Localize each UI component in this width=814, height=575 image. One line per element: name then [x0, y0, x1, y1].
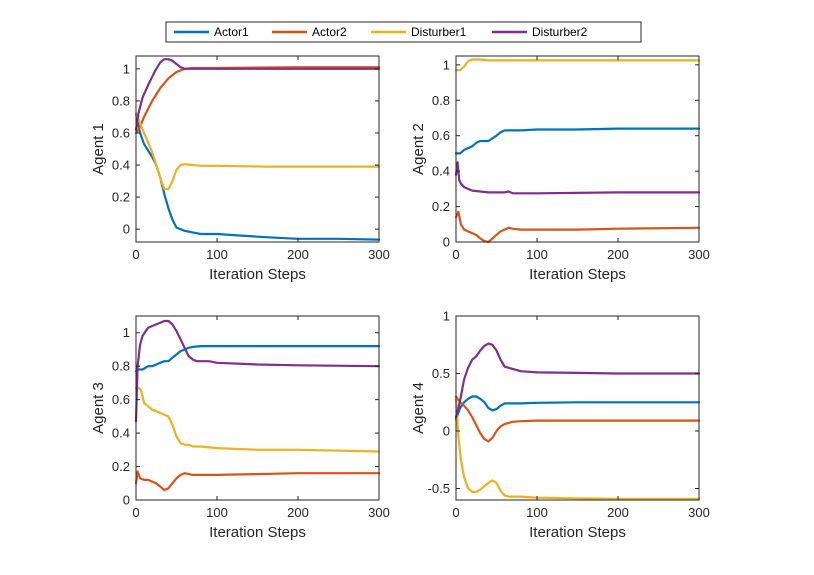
y-tick-label: 0.4 — [432, 164, 450, 179]
x-tick-label: 0 — [452, 247, 459, 262]
legend-entry-actor1: Actor1 — [174, 25, 249, 39]
axes-box — [455, 55, 700, 243]
series-line-disturber1 — [134, 112, 381, 191]
y-tick-label: 0.6 — [112, 125, 130, 140]
subplot-agent-2: 0 100 200 300 0 0.2 0.4 0.6 0.8 1 Iteration Steps A… — [410, 55, 710, 283]
x-tick-label: 200 — [607, 505, 629, 520]
x-axis-label: Iteration Steps — [209, 524, 306, 541]
series-line-actor2 — [454, 395, 701, 443]
x-tick-label: 100 — [206, 247, 228, 262]
x-tick-label: 200 — [287, 247, 309, 262]
axes-box — [135, 315, 380, 501]
series-line-disturber2 — [134, 58, 381, 131]
x-axis-label: Iteration Steps — [529, 524, 626, 541]
series-line-disturber1 — [454, 58, 701, 72]
x-axis-label: Iteration Steps — [529, 266, 626, 283]
x-tick-label: 300 — [688, 505, 710, 520]
y-tick-label: 1 — [123, 325, 130, 340]
legend-label-disturber1: Disturber1 — [411, 25, 467, 39]
series-line-actor2 — [134, 470, 381, 492]
x-tick-label: 200 — [607, 247, 629, 262]
y-tick-label: 0.5 — [432, 366, 450, 381]
y-tick-label: 0 — [443, 424, 450, 439]
y-tick-label: 0.2 — [112, 459, 130, 474]
series-line-actor1 — [454, 127, 701, 155]
y-tick-label: 0 — [123, 222, 130, 237]
legend-label-actor1: Actor1 — [214, 25, 249, 39]
axes-box — [455, 315, 700, 501]
y-tick-label: -0.5 — [428, 481, 450, 496]
y-tick-label: 0.8 — [112, 93, 130, 108]
series-line-actor1 — [134, 345, 381, 373]
series-line-disturber1 — [454, 397, 701, 500]
x-tick-label: 100 — [526, 505, 548, 520]
x-tick-label: 100 — [206, 505, 228, 520]
plot-area — [456, 316, 699, 500]
y-tick-label: 0.6 — [432, 128, 450, 143]
y-tick-label: 0 — [443, 235, 450, 250]
series-line-disturber1 — [134, 386, 381, 453]
y-tick-label: 1 — [443, 57, 450, 72]
subplot-agent-3: 0 100 200 300 0 0.2 0.4 0.6 0.8 1 Iteration Steps A… — [90, 315, 390, 541]
y-axis-label: Agent 2 — [410, 123, 427, 175]
series-line-disturber2 — [454, 161, 701, 195]
x-tick-label: 100 — [526, 247, 548, 262]
x-tick-label: 200 — [287, 505, 309, 520]
y-axis-label: Agent 3 — [90, 382, 107, 434]
x-tick-label: 0 — [452, 505, 459, 520]
y-tick-label: 1 — [123, 61, 130, 76]
y-tick-label: 1 — [443, 309, 450, 324]
x-tick-label: 300 — [368, 505, 390, 520]
y-axis-label: Agent 1 — [90, 123, 107, 175]
y-tick-label: 0.2 — [432, 199, 450, 214]
x-tick-label: 0 — [132, 247, 139, 262]
y-tick-label: 0.6 — [112, 392, 130, 407]
legend-entry-disturber1: Disturber1 — [371, 25, 467, 39]
y-tick-label: 0 — [123, 493, 130, 508]
legend: Actor1 Actor2 Disturber1 Disturber2 — [165, 21, 642, 43]
plot-area — [456, 56, 699, 242]
y-tick-label: 0.8 — [112, 359, 130, 374]
legend-entry-actor2: Actor2 — [272, 25, 347, 39]
y-tick-label: 0.2 — [112, 190, 130, 205]
series-line-disturber2 — [454, 342, 701, 419]
y-tick-label: 0.4 — [112, 158, 130, 173]
x-tick-label: 300 — [688, 247, 710, 262]
y-axis-label: Agent 4 — [410, 382, 427, 434]
y-tick-label: 0.4 — [112, 426, 130, 441]
x-axis-label: Iteration Steps — [209, 266, 306, 283]
subplot-agent-1: 0 100 200 300 0 0.2 0.4 0.6 0.8 1 Iteration Steps A… — [90, 55, 390, 283]
plot-area — [136, 56, 379, 242]
series-line-disturber2 — [134, 319, 381, 423]
series-line-actor2 — [454, 210, 701, 244]
axes-box — [135, 55, 380, 243]
x-tick-label: 0 — [132, 505, 139, 520]
x-tick-label: 300 — [368, 247, 390, 262]
legend-label-disturber2: Disturber2 — [532, 25, 588, 39]
series-line-actor1 — [454, 395, 701, 421]
legend-label-actor2: Actor2 — [312, 25, 347, 39]
series-line-actor1 — [134, 112, 381, 241]
y-tick-label: 0.8 — [432, 93, 450, 108]
legend-entry-disturber2: Disturber2 — [492, 25, 588, 39]
